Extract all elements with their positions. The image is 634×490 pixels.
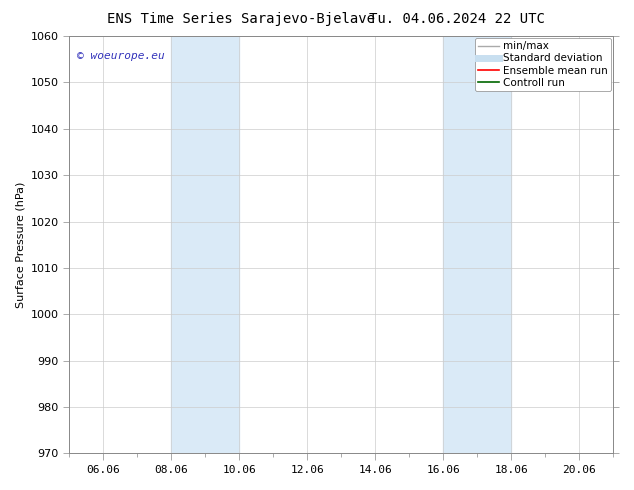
Legend: min/max, Standard deviation, Ensemble mean run, Controll run: min/max, Standard deviation, Ensemble me… [476, 38, 611, 91]
Text: ENS Time Series Sarajevo-Bjelave: ENS Time Series Sarajevo-Bjelave [107, 12, 375, 26]
Text: © woeurope.eu: © woeurope.eu [77, 51, 165, 61]
Y-axis label: Surface Pressure (hPa): Surface Pressure (hPa) [15, 181, 25, 308]
Bar [171, 36, 239, 453]
Text: Tu. 04.06.2024 22 UTC: Tu. 04.06.2024 22 UTC [368, 12, 545, 26]
Bar [443, 36, 512, 453]
